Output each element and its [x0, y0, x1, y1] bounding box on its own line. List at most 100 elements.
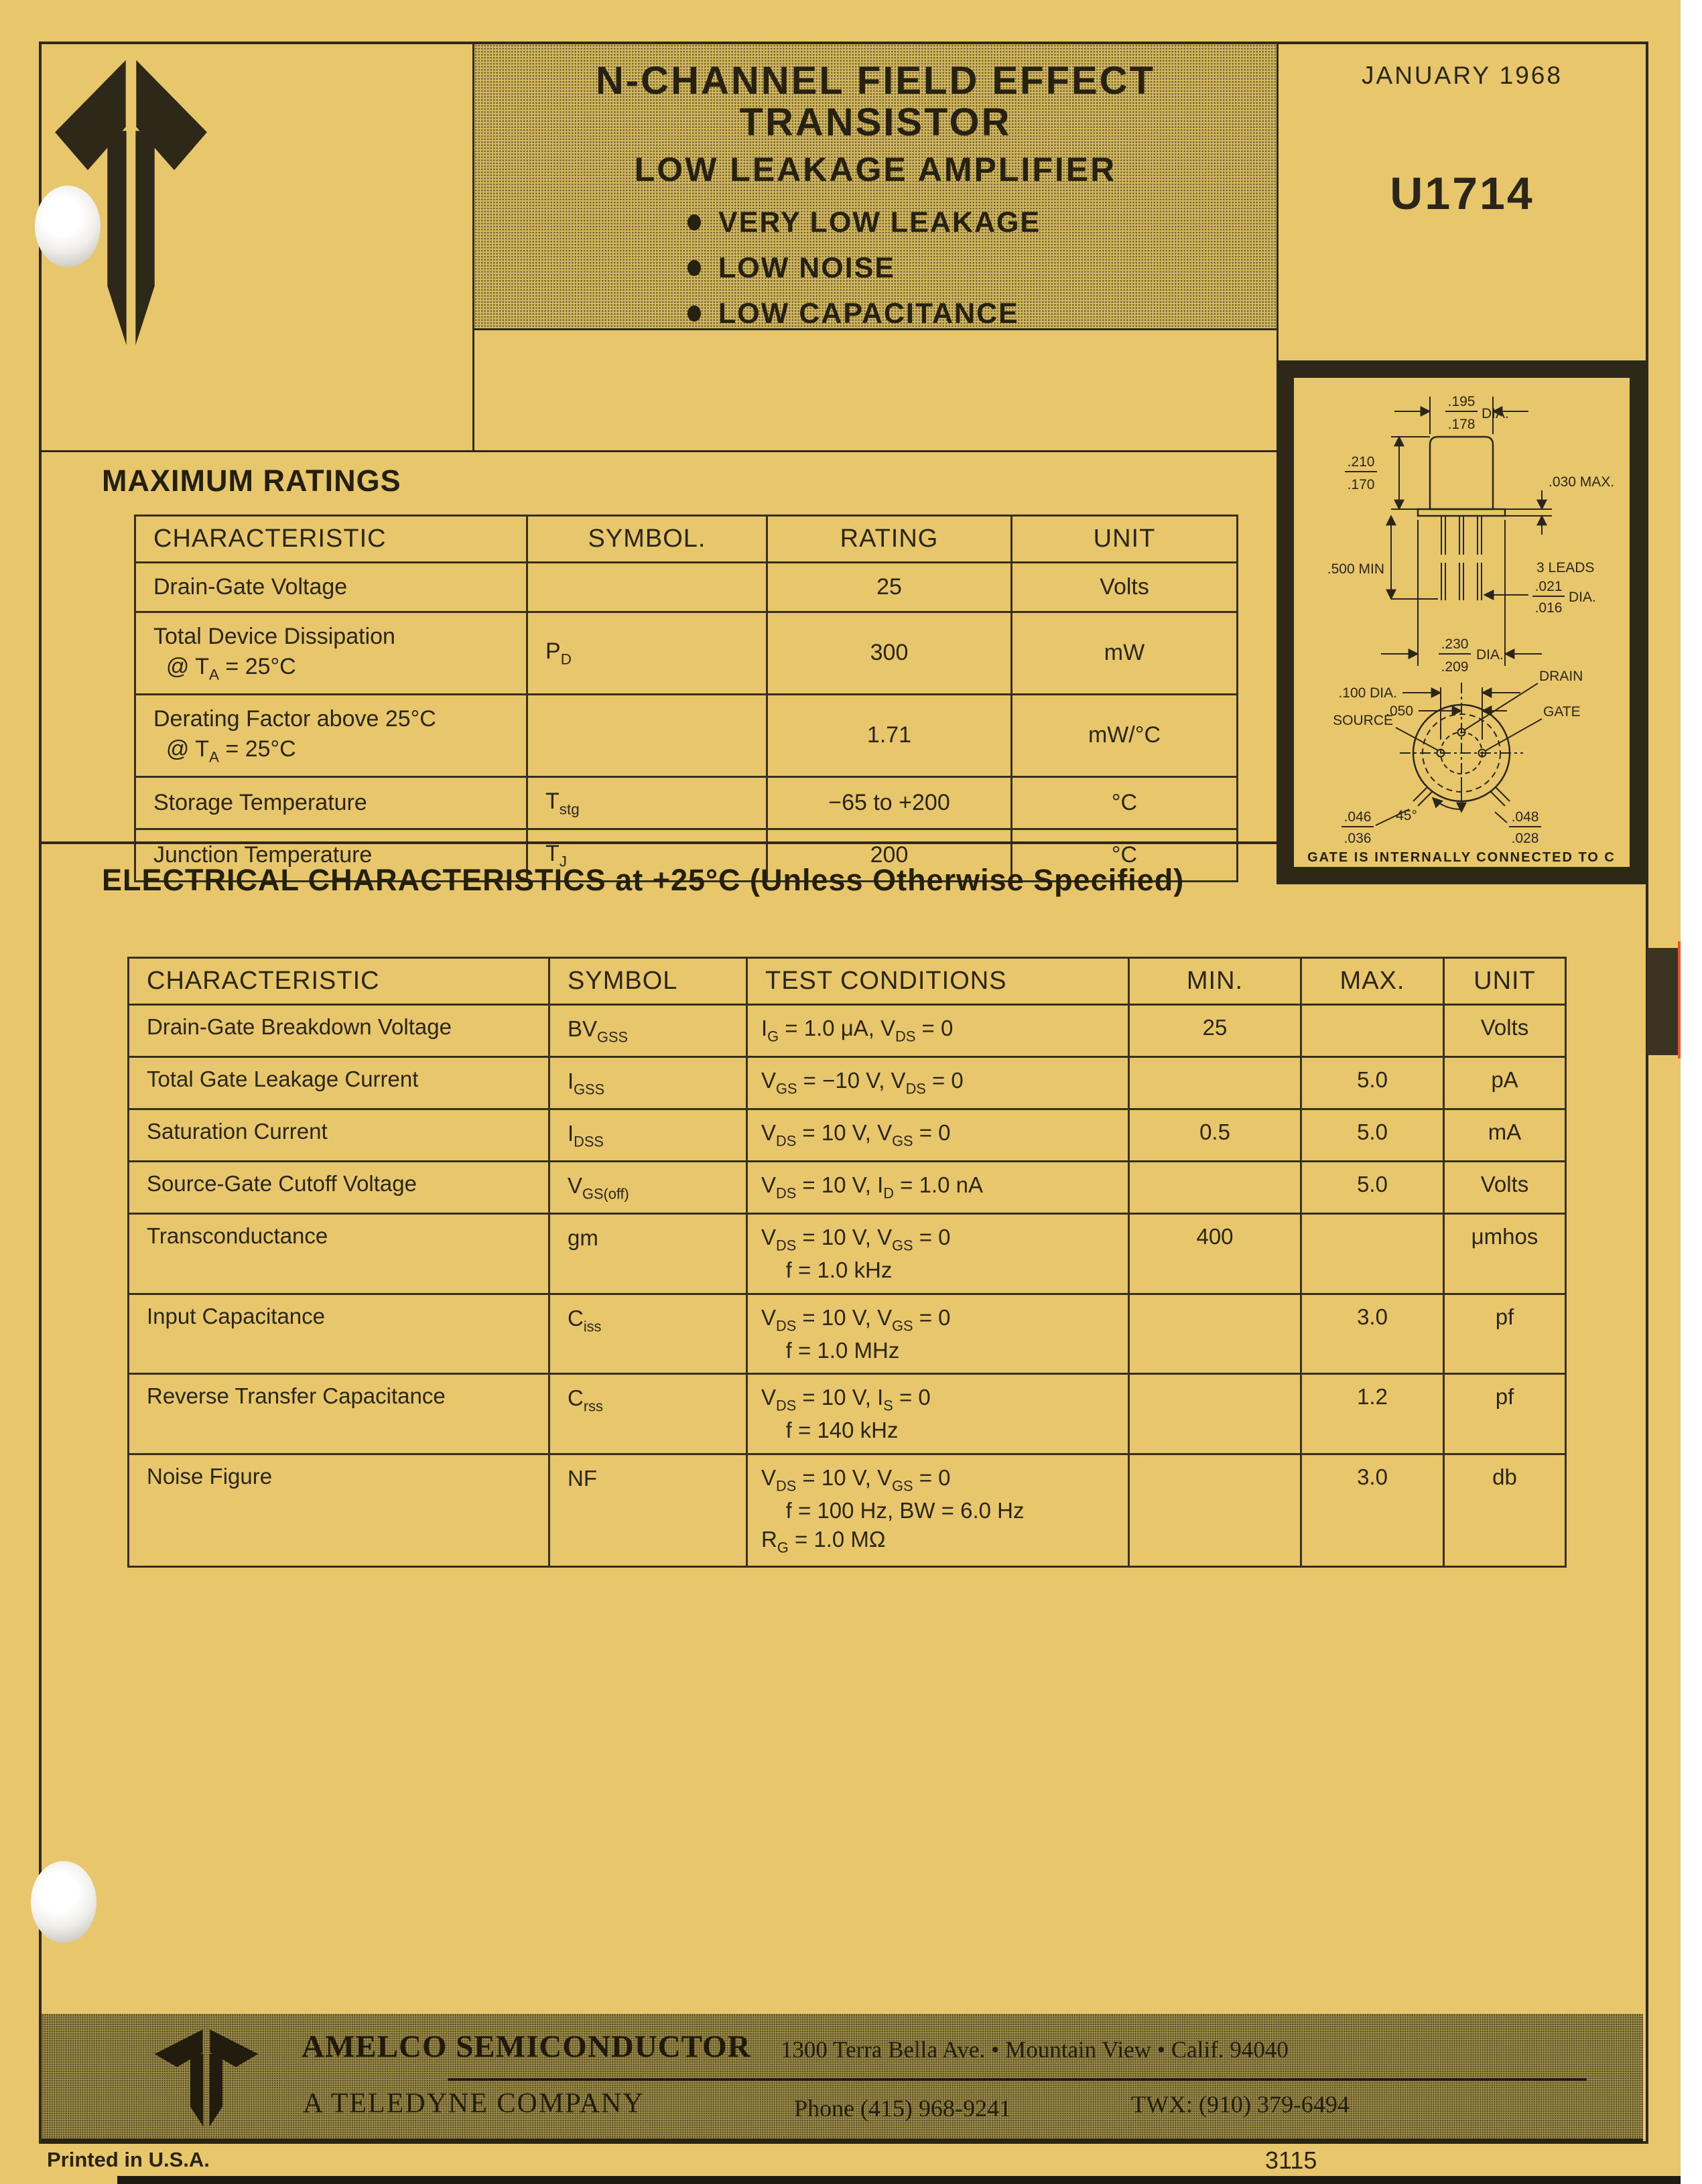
cell-unit: Volts	[1010, 561, 1238, 613]
cell-symbol: Crss	[548, 1373, 748, 1455]
cell-rating: 1.71	[766, 693, 1012, 778]
cell-unit: pf	[1443, 1373, 1567, 1455]
dim-top-dia-num: .195	[1448, 394, 1476, 409]
page-index-tab	[1647, 948, 1681, 1055]
cell-min: 25	[1128, 1003, 1302, 1059]
cell-unit: °C	[1010, 827, 1238, 883]
package-drawing: .195 .178 DIA. .210 .170 .030 MAX. .500 …	[1307, 394, 1614, 865]
dim-flange-den: .209	[1441, 659, 1469, 675]
feature-bullets: VERY LOW LEAKAGE LOW NOISE LOW CAPACITANCE	[688, 200, 1276, 336]
table-row: Storage Temperature Tstg −65 to +200 °C	[134, 775, 1238, 831]
column-header: RATING	[766, 515, 1012, 563]
cell-characteristic: Input Capacitance	[127, 1292, 550, 1375]
cell-min	[1128, 1160, 1302, 1215]
dim-height-den: .170	[1348, 477, 1375, 492]
cell-symbol: TJ	[526, 827, 768, 883]
cell-min	[1128, 1056, 1302, 1111]
cell-min: 400	[1128, 1213, 1302, 1295]
title-block: N-CHANNEL FIELD EFFECT TRANSISTOR LOW LE…	[474, 44, 1276, 330]
cell-test-conditions: VDS = 10 V, VGS = 0 f = 100 Hz, BW = 6.0…	[746, 1452, 1130, 1568]
table-row: Transconductance gm VDS = 10 V, VGS = 0 f …	[127, 1213, 1567, 1295]
section-divider	[42, 841, 1287, 844]
column-header: UNIT	[1443, 957, 1567, 1006]
cell-max: 1.2	[1300, 1373, 1445, 1455]
header-divider-left	[472, 44, 474, 452]
subtitle: LOW LEAKAGE AMPLIFIER	[634, 151, 1117, 188]
cell-symbol: NF	[548, 1452, 748, 1568]
dim-flange-suffix: DIA.	[1476, 647, 1504, 663]
dim-top-dia-suffix: DIA.	[1482, 406, 1509, 421]
cell-unit: mA	[1443, 1108, 1567, 1163]
cell-test-conditions: VDS = 10 V, VGS = 0 f = 1.0 MHz	[746, 1292, 1130, 1375]
feature-bullet: LOW CAPACITANCE	[688, 291, 1276, 336]
cell-test-conditions: VGS = −10 V, VDS = 0	[746, 1056, 1130, 1111]
column-header: MAX.	[1300, 957, 1445, 1006]
table-row: Derating Factor above 25°C @ TA = 25°C 1.…	[134, 693, 1238, 778]
cell-characteristic: Source-Gate Cutoff Voltage	[127, 1160, 550, 1215]
electrical-header: CHARACTERISTIC SYMBOL TEST CONDITIONS MIN. M…	[127, 957, 1567, 1006]
cell-max: 3.0	[1300, 1292, 1445, 1375]
cell-characteristic: Derating Factor above 25°C @ TA = 25°C	[134, 693, 528, 778]
cell-characteristic: Drain-Gate Breakdown Voltage	[127, 1003, 550, 1059]
cell-characteristic: Saturation Current	[127, 1108, 550, 1163]
table-row: Total Device Dissipation @ TA = 25°C PD 30…	[134, 610, 1238, 695]
cell-unit: Volts	[1443, 1003, 1567, 1059]
column-header: UNIT	[1010, 515, 1238, 563]
dim-tab-right-num: .048	[1512, 809, 1539, 825]
header-divider-right	[1276, 44, 1279, 379]
dim-lead-length: .500 MIN	[1327, 561, 1384, 577]
dim-lead-dia-den: .016	[1535, 600, 1563, 616]
cell-rating: 300	[766, 610, 1012, 695]
cell-symbol	[526, 693, 768, 778]
dim-top-dia-den: .178	[1448, 417, 1476, 432]
dim-lead-dia-suffix: DIA.	[1569, 590, 1596, 605]
cell-max	[1300, 1003, 1445, 1059]
dim-height-num: .210	[1348, 454, 1375, 470]
pin-label-drain: DRAIN	[1539, 669, 1583, 684]
cell-rating: −65 to +200	[766, 775, 1012, 831]
footer-tagline: A TELEDYNE COMPANY	[303, 2088, 645, 2119]
cell-unit: μmhos	[1443, 1213, 1567, 1295]
title-line1: N-CHANNEL FIELD EFFECT	[595, 59, 1155, 103]
scan-edge-red-line	[1678, 941, 1681, 1059]
cell-unit: °C	[1010, 775, 1238, 831]
cell-test-conditions: VDS = 10 V, IS = 0 f = 140 kHz	[746, 1373, 1130, 1455]
date: JANUARY 1968	[1362, 62, 1563, 89]
column-header: CHARACTERISTIC	[127, 957, 550, 1006]
cell-test-conditions: VDS = 10 V, VGS = 0	[746, 1108, 1130, 1163]
package-outline-box: .195 .178 DIA. .210 .170 .030 MAX. .500 …	[1276, 360, 1647, 884]
column-header: SYMBOL	[548, 957, 748, 1006]
cell-symbol: IDSS	[548, 1108, 748, 1163]
dim-tab-left-den: .036	[1344, 831, 1372, 846]
footer-address: 1300 Terra Bella Ave. • Mountain View • …	[781, 2037, 1289, 2063]
footer-teledyne-logo-icon	[154, 2029, 259, 2127]
dim-tab-right-den: .028	[1512, 831, 1539, 846]
table-row: Junction Temperature TJ 200 °C	[134, 827, 1238, 883]
cell-unit: pf	[1443, 1292, 1567, 1375]
cell-max: 5.0	[1300, 1108, 1445, 1163]
cell-min	[1128, 1452, 1302, 1568]
cell-characteristic: Junction Temperature	[134, 827, 528, 883]
feature-bullet: VERY LOW LEAKAGE	[688, 200, 1276, 245]
cell-unit: mW/°C	[1010, 693, 1238, 778]
bullet-label: LOW NOISE	[718, 251, 896, 284]
cell-test-conditions: VDS = 10 V, ID = 1.0 nA	[746, 1160, 1130, 1215]
column-header: CHARACTERISTIC	[134, 515, 528, 563]
column-header: MIN.	[1128, 957, 1302, 1006]
footer-phone: Phone (415) 968-9241	[794, 2095, 1011, 2122]
column-header: TEST CONDITIONS	[746, 957, 1130, 1006]
max-ratings-table: CHARACTERISTIC SYMBOL. RATING UNIT Drain-Ga…	[134, 515, 1238, 883]
bullet-icon	[688, 305, 701, 322]
table-row: Source-Gate Cutoff Voltage VGS(off) VDS = …	[127, 1160, 1567, 1215]
table-row: Saturation Current IDSS VDS = 10 V, VGS = …	[127, 1108, 1567, 1163]
cell-characteristic: Reverse Transfer Capacitance	[127, 1373, 550, 1455]
cell-test-conditions: VDS = 10 V, VGS = 0 f = 1.0 kHz	[746, 1213, 1130, 1295]
column-header: SYMBOL.	[526, 515, 768, 563]
cell-rating: 25	[766, 561, 1012, 613]
cell-unit: Volts	[1443, 1160, 1567, 1215]
bullet-icon	[688, 260, 701, 276]
table-row: Total Gate Leakage Current IGSS VGS = −10 …	[127, 1056, 1567, 1111]
cell-characteristic: Transconductance	[127, 1213, 550, 1295]
cell-max: 5.0	[1300, 1160, 1445, 1215]
